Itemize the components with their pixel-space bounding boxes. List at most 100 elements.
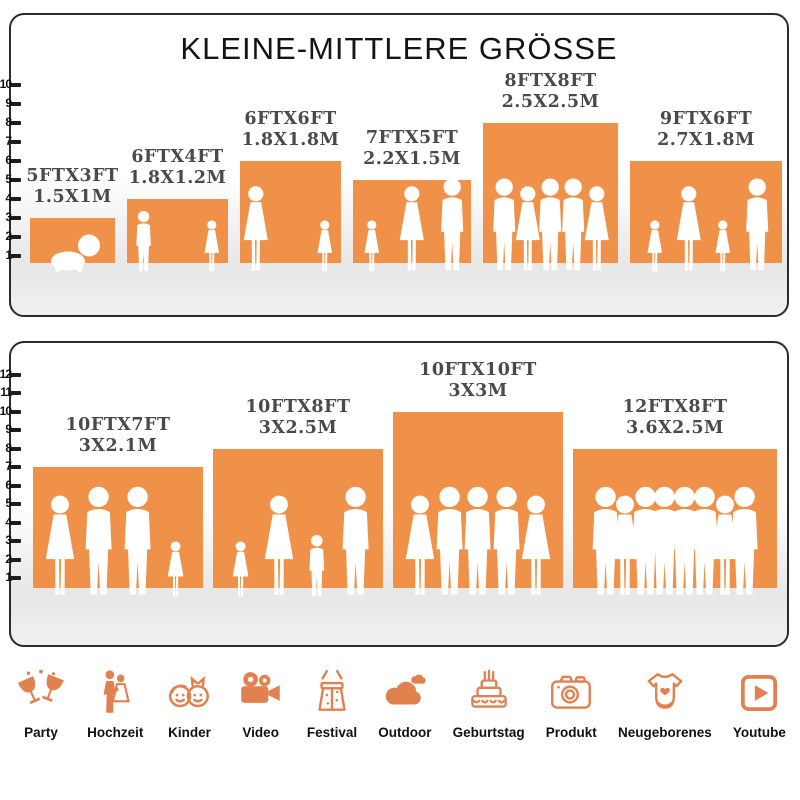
ruler-number: 7 <box>5 134 12 148</box>
size-label: 10FTX10FT 3X3M <box>419 360 537 401</box>
size-label-ft: 10FTX7FT <box>65 415 171 435</box>
ruler-number: 1 <box>5 248 12 262</box>
category-label: Festival <box>306 725 358 740</box>
ruler-tick <box>10 446 21 451</box>
person-silhouette <box>131 210 156 273</box>
ruler-number: 5 <box>5 496 12 510</box>
ruler-tick <box>10 520 21 525</box>
ruler-tick <box>10 539 21 543</box>
person-silhouette <box>671 184 707 273</box>
produkt-icon <box>546 668 596 718</box>
person-silhouette <box>722 485 767 598</box>
category-item-neugeborenes: Neugeborenes <box>618 668 712 740</box>
person-silhouette <box>433 177 471 273</box>
youtube-icon <box>734 668 784 718</box>
ruler-tick <box>10 372 21 377</box>
category-item-hochzeit: Hochzeit <box>87 668 143 740</box>
person-silhouette <box>644 219 666 273</box>
ruler-tick <box>10 502 21 506</box>
size-label-metric: 2.7X1.8M <box>657 129 755 150</box>
ruler-tick <box>10 254 21 258</box>
size-label-ft: 8FTX8FT <box>504 71 597 91</box>
person-silhouette <box>115 485 160 598</box>
size-label-metric: 2.5X2.5M <box>501 91 600 112</box>
person-silhouette <box>333 485 378 598</box>
size-label-ft: 5FTX3FT <box>26 166 119 186</box>
person-silhouette <box>361 219 383 273</box>
person-silhouette <box>515 493 557 598</box>
size-label: 7FTX5FT 2.2X1.5M <box>363 128 461 169</box>
category-label: Produkt <box>545 725 597 740</box>
person-silhouette <box>238 184 274 273</box>
page-title: KLEINE-MITTLERE GRÖSSE <box>180 31 618 66</box>
ruler-tick <box>10 235 21 239</box>
ruler-tick <box>10 483 21 488</box>
ruler-number: 12 <box>0 366 12 381</box>
ruler-tick <box>10 159 21 163</box>
category-item-geburtstag: Geburtstag <box>453 668 525 740</box>
category-label: Outdoor <box>378 725 432 740</box>
person-silhouette <box>579 184 615 273</box>
ruler-number: 1 <box>5 570 12 584</box>
ruler-tick <box>10 557 21 562</box>
category-icons-row: Party Hochzeit Kinder Video Festival Outdoor G… <box>16 668 786 740</box>
ruler-number: 9 <box>5 96 12 110</box>
person-silhouette <box>738 177 776 273</box>
category-label: Hochzeit <box>87 725 144 740</box>
baby-silhouette <box>43 233 103 273</box>
size-label-metric: 3X2.5M <box>258 417 338 438</box>
size-label: 10FTX8FT 3X2.5M <box>245 397 350 438</box>
ruler-number: 3 <box>5 210 12 224</box>
size-label: 5FTX3FT 1.5X1M <box>26 166 118 207</box>
size-label-metric: 1.8X1.8M <box>241 129 340 150</box>
size-label-ft: 12FTX8FT <box>622 397 728 417</box>
size-label: 10FTX7FT 3X2.1M <box>65 415 170 456</box>
video-icon <box>236 668 286 718</box>
person-silhouette <box>258 493 300 598</box>
category-item-youtube: Youtube <box>733 668 786 740</box>
ruler-tick <box>10 428 21 432</box>
size-label-metric: 3X3M <box>448 380 508 401</box>
ruler-tick <box>10 409 21 414</box>
category-label: Party <box>24 725 58 740</box>
person-silhouette <box>39 493 81 598</box>
kinder-icon <box>165 668 215 718</box>
size-label-metric: 3.6X2.5M <box>626 417 724 438</box>
ruler-number: 3 <box>5 533 12 547</box>
geburtstag-icon <box>464 668 514 718</box>
size-label: 6FTX4FT 1.8X1.2M <box>129 147 227 188</box>
ruler-number: 10 <box>0 403 12 418</box>
outdoor-icon <box>380 668 430 718</box>
ruler-tick <box>10 140 21 144</box>
size-label-ft: 7FTX5FT <box>365 128 459 148</box>
ruler-tick <box>10 83 21 87</box>
category-label: Video <box>242 725 279 740</box>
ruler-number: 9 <box>5 422 12 436</box>
ruler-number: 4 <box>5 514 12 529</box>
category-item-video: Video <box>236 668 286 740</box>
size-label-ft: 9FTX6FT <box>659 109 753 129</box>
size-label-ft: 6FTX6FT <box>244 109 337 129</box>
ruler-number: 6 <box>5 153 12 167</box>
ruler-number: 5 <box>5 172 12 186</box>
category-item-festival: Festival <box>307 668 357 740</box>
neugeborenes-icon <box>640 668 690 718</box>
ruler-tick <box>10 178 21 182</box>
ruler-tick <box>10 102 21 106</box>
size-label-metric: 1.5X1M <box>33 186 112 207</box>
category-label: Youtube <box>732 725 786 740</box>
person-silhouette <box>314 219 336 273</box>
ruler-tick <box>10 197 21 201</box>
hochzeit-icon <box>90 668 140 718</box>
size-label: 8FTX8FT 2.5X2.5M <box>502 71 600 112</box>
ruler-number: 2 <box>5 229 12 243</box>
person-silhouette <box>394 184 430 273</box>
ruler-tick <box>10 216 21 220</box>
ruler-number: 11 <box>0 385 12 399</box>
person-silhouette <box>229 540 252 598</box>
size-label-ft: 10FTX8FT <box>245 397 351 417</box>
category-item-produkt: Produkt <box>546 668 597 740</box>
ruler-number: 4 <box>5 191 12 205</box>
person-silhouette <box>164 540 187 598</box>
